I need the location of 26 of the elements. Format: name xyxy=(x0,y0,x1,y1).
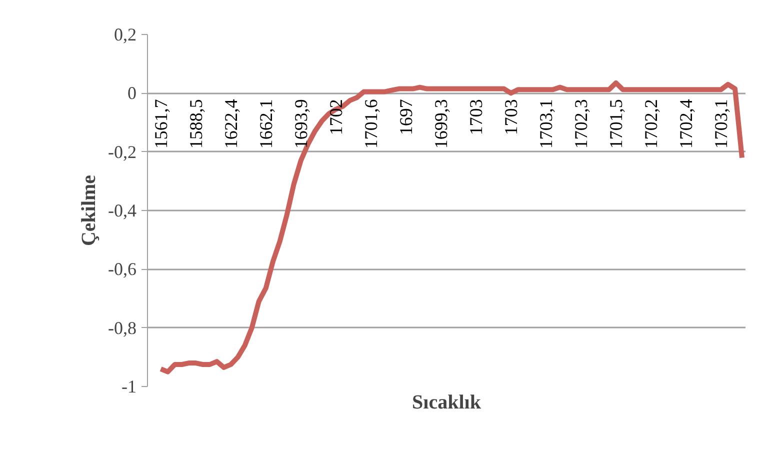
x-tick-label: 1697 xyxy=(396,99,416,136)
x-tick-label: 1703 xyxy=(466,99,486,136)
y-axis-title: Çekilme xyxy=(78,174,100,246)
y-tick-label: -1 xyxy=(122,376,137,396)
x-tick-label: 1703 xyxy=(500,99,521,136)
x-tick-label: 1703,1 xyxy=(710,99,731,149)
y-tick-label: 0,2 xyxy=(114,24,136,44)
x-tick-label: 1699,3 xyxy=(430,99,451,149)
x-tick-label: 1662,1 xyxy=(256,99,276,149)
x-tick-label: 1622,4 xyxy=(220,99,241,149)
x-tick-label: 1702,2 xyxy=(640,99,661,149)
y-tick-label: -0,8 xyxy=(108,318,137,338)
y-tick-label: 0 xyxy=(128,83,136,104)
x-tick-label: 1702,4 xyxy=(676,99,696,149)
y-tick-label: -0,6 xyxy=(108,259,137,280)
x-tick-label: 1703,1 xyxy=(536,99,556,149)
x-tick-label: 1701,5 xyxy=(606,99,626,149)
x-tick-label: 1702 xyxy=(326,99,346,136)
x-tick-label: 1693,9 xyxy=(290,99,311,149)
x-tick-label: 1561,7 xyxy=(150,99,171,149)
x-tick-label: 1588,5 xyxy=(186,99,206,149)
y-tick-label: -0,2 xyxy=(108,142,137,162)
y-tick-label: -0,4 xyxy=(108,200,137,220)
x-axis-title: Sıcaklık xyxy=(412,392,482,414)
x-tick-label: 1702,3 xyxy=(570,99,591,149)
x-tick-label: 1701,6 xyxy=(360,99,381,149)
